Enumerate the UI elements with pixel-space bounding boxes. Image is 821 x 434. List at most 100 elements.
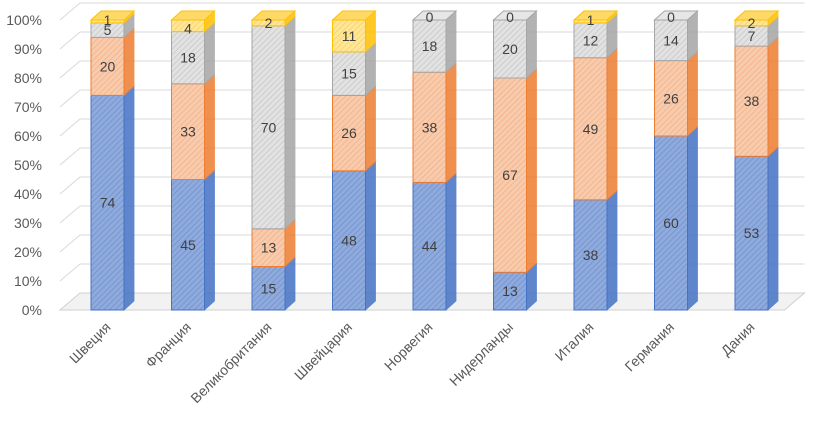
gridline [59,31,805,50]
y-tick-label: 0% [22,302,42,318]
y-tick-label: 50% [14,157,42,173]
bar-side [526,10,537,79]
y-tick-label: 40% [14,186,42,202]
bar-top-cap [170,10,216,21]
data-label: 70 [261,119,277,135]
data-label: 38 [422,119,438,135]
bar-segment [412,172,457,311]
bar-side [767,146,779,311]
bar-top-cap [89,10,136,21]
data-label: 18 [422,38,438,54]
bar-segment [654,50,698,137]
bar-front [493,19,527,79]
x-category-label: Франция [142,319,194,371]
bar-side [123,27,135,97]
data-label: 49 [583,121,599,137]
bar-segment [493,68,537,274]
bar-top-cap [411,10,458,21]
data-label: 4 [184,21,192,37]
bar-front [171,31,205,85]
gridline [59,234,805,253]
bar-side [284,15,296,230]
bar-front [171,83,205,180]
bar-segment [251,218,296,268]
gridline [59,2,805,21]
bar-segment [332,42,376,97]
gridline [59,118,805,137]
gridline [59,263,805,282]
bar-segment [251,256,296,311]
bar-front [251,266,286,311]
bar-front [251,25,286,230]
y-tick-label: 10% [14,273,42,289]
bar-segment [412,62,457,184]
bar-segment [573,47,618,201]
data-label: 48 [341,232,357,248]
x-category-label: Германия [621,319,677,375]
data-labels: 7420514533184151370248261511443818013672… [100,9,760,299]
data-label: 1 [587,12,595,28]
y-tick-label: 60% [14,128,42,144]
data-label: 13 [502,283,518,299]
bar-top-cap [572,10,619,21]
bar-side [204,21,215,85]
bar-top-cap [492,10,538,21]
data-label: 53 [744,225,760,241]
bar-segment [734,146,779,311]
bar-side [204,169,215,311]
bar-segment [171,21,215,85]
gridline [59,60,805,79]
data-label: 1 [104,12,112,28]
y-tick-label: 20% [14,244,42,260]
bar-segment [171,169,215,311]
x-category-label: Италия [552,319,597,364]
y-tick-label: 30% [14,215,42,231]
y-axis: 0% 10% 20% 30% 40% 50% 60% 70% 80% 90% 100% [6,12,42,318]
bar-side [123,85,135,311]
data-label: 74 [100,195,116,211]
data-label: 5 [104,22,112,38]
gridline [59,205,805,224]
y-tick-label: 100% [6,12,42,28]
bar-segment [332,160,376,311]
bar-side [445,62,457,184]
bar-front [412,19,447,73]
data-label: 12 [583,32,599,48]
gridline [59,176,805,195]
y-tick-label: 80% [14,70,42,86]
data-label: 2 [265,15,273,31]
bar-front [493,271,527,311]
bar-front [332,170,366,311]
data-label: 18 [180,50,196,66]
data-label: 45 [180,237,196,253]
data-label: 7 [748,28,756,44]
bar-segment [654,10,698,62]
bar-segment [90,85,135,311]
bar-side [445,10,457,74]
bar-side [687,126,698,311]
bar-side [526,68,537,274]
bar-front [332,19,366,53]
bar-segment [493,10,537,79]
data-label: 0 [506,9,514,25]
data-label: 38 [583,247,599,263]
gridline [59,147,805,166]
bar-segment [734,36,779,158]
bar-side [767,36,779,158]
x-category-label: Швейцария [291,319,355,383]
data-label: 60 [663,215,679,231]
y-tick-label: 90% [14,41,42,57]
bar-side [204,73,215,181]
bar-front [573,199,608,311]
data-label: 0 [426,9,434,25]
bar-top-cap [331,10,377,21]
x-category-label: Нидерланды [446,319,516,389]
bar-top-cap [653,10,699,21]
data-label: 20 [100,58,116,74]
bar-segment [412,10,457,74]
x-category-label: Швеция [66,319,114,367]
data-label: 0 [667,9,675,25]
data-label: 44 [422,238,438,254]
bar-front [734,155,769,311]
